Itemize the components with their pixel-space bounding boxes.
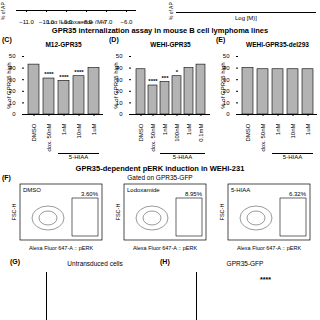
svg-text:*: * [176, 69, 179, 75]
html-text:(D): (D) [109, 36, 119, 43]
svg-text:30: 30 [115, 76, 123, 83]
html-text:5-HIAA: 5-HIAA [172, 154, 193, 160]
html-text:Untransduced cells: Untransduced cells [67, 260, 123, 267]
svg-text:0: 0 [12, 111, 16, 117]
svg-text:40: 40 [222, 65, 230, 71]
svg-text:3.60%: 3.60% [81, 191, 99, 197]
svg-text:0: 0 [226, 111, 230, 117]
svg-text:DMSO: DMSO [23, 187, 41, 193]
html-text:(F): (F) [2, 174, 11, 181]
svg-text:30: 30 [222, 76, 230, 83]
html-text:(C): (C) [2, 36, 12, 43]
html-text:Log [M)]: Log [M)] [235, 15, 257, 21]
svg-text:FSC-H: FSC-H [219, 204, 225, 221]
svg-text:****: **** [148, 78, 158, 84]
html-text:GPR35-GFP: GPR35-GFP [226, 260, 264, 267]
svg-text:% of GPR35 high: % of GPR35 high [113, 62, 119, 108]
html-text:(E): (E) [216, 36, 226, 43]
svg-text:Lodox. 50nM: Lodox. 50nM [150, 124, 156, 153]
svg-text:Alexa Fluor 647-A :: pERK: Alexa Fluor 647-A :: pERK [29, 245, 94, 251]
svg-text:DMSO: DMSO [245, 123, 251, 141]
svg-text:−6.0: −6.0 [121, 19, 134, 24]
svg-text:FSC-H: FSC-H [115, 204, 121, 221]
html-text:(H): (H) [160, 258, 170, 265]
svg-text:10nM: 10nM [290, 124, 296, 139]
html-text:Gated on GPR35-GFP: Gated on GPR35-GFP [127, 174, 193, 181]
svg-text:% of GPR35 high: % of GPR35 high [6, 62, 12, 108]
svg-text:30: 30 [8, 76, 16, 83]
svg-text:50: 50 [223, 53, 230, 59]
svg-text:10: 10 [222, 99, 230, 106]
svg-text:0.1mM: 0.1mM [198, 124, 204, 142]
svg-text:20: 20 [8, 88, 16, 95]
html-text:GPR35-dependent pERK induction: GPR35-dependent pERK induction in WEHI-2… [75, 164, 245, 173]
svg-text:10nM: 10nM [76, 124, 82, 139]
html-text:5-HIAA: 5-HIAA [68, 154, 89, 160]
svg-text:% of GPR35 high: % of GPR35 high [220, 62, 226, 108]
svg-text:40: 40 [115, 65, 123, 71]
svg-text:Lodoxamide: Lodoxamide [127, 187, 160, 193]
html-text:M12-GPR35: M12-GPR35 [45, 41, 82, 48]
svg-text:DMSO: DMSO [138, 123, 144, 141]
svg-text:8.95%: 8.95% [185, 191, 203, 197]
svg-text:Lodox. 50nM: Lodox. 50nM [260, 124, 266, 153]
svg-text:Alexa Fluor 647-A :: pERK: Alexa Fluor 647-A :: pERK [237, 245, 302, 251]
svg-text:****: **** [44, 71, 54, 77]
html-text:GPR35 internalization assay in: GPR35 internalization assay in mouse B c… [51, 26, 269, 35]
svg-text:1nM: 1nM [162, 123, 168, 135]
svg-text:10: 10 [8, 99, 16, 106]
svg-text:5-HIAA: 5-HIAA [231, 187, 250, 193]
svg-text:0: 0 [119, 111, 123, 117]
html-text:WEHI-GPR35: WEHI-GPR35 [150, 41, 191, 48]
svg-text:1uM: 1uM [91, 123, 97, 135]
html-text:% of AP: % of AP [168, 2, 174, 20]
svg-text:1uM: 1uM [305, 123, 311, 135]
svg-text:50: 50 [116, 53, 123, 59]
svg-text:DMSO: DMSO [31, 123, 37, 141]
svg-text:20: 20 [222, 88, 230, 95]
html-text:5-HIAA: 5-HIAA [282, 154, 303, 160]
svg-text:****: **** [74, 69, 84, 75]
svg-text:Log [Lodoxamide (M)]: Log [Lodoxamide (M)] [47, 19, 106, 25]
svg-text:FSC-H: FSC-H [11, 204, 17, 221]
svg-text:Alexa Fluor 647-A :: pERK: Alexa Fluor 647-A :: pERK [133, 245, 198, 251]
svg-text:20: 20 [115, 88, 123, 95]
svg-text:−11.0: −11.0 [19, 19, 34, 24]
svg-text:40: 40 [8, 65, 16, 71]
svg-text:****: **** [59, 74, 69, 80]
svg-text:50: 50 [9, 53, 16, 59]
svg-text:1nM: 1nM [275, 123, 281, 135]
html-text:WEHI-GPR35-del293: WEHI-GPR35-del293 [246, 41, 309, 48]
svg-text:1nM: 1nM [61, 123, 67, 135]
svg-text:10: 10 [115, 99, 123, 106]
svg-text:***: *** [161, 75, 169, 81]
svg-text:6.32%: 6.32% [289, 191, 307, 197]
svg-text:1uM: 1uM [186, 123, 192, 135]
svg-text:Lodox. 50nM: Lodox. 50nM [46, 124, 52, 153]
html-text:(G): (G) [10, 258, 21, 265]
html-text:% of AP: % of AP [0, 2, 6, 20]
svg-text:100nM: 100nM [174, 124, 180, 142]
